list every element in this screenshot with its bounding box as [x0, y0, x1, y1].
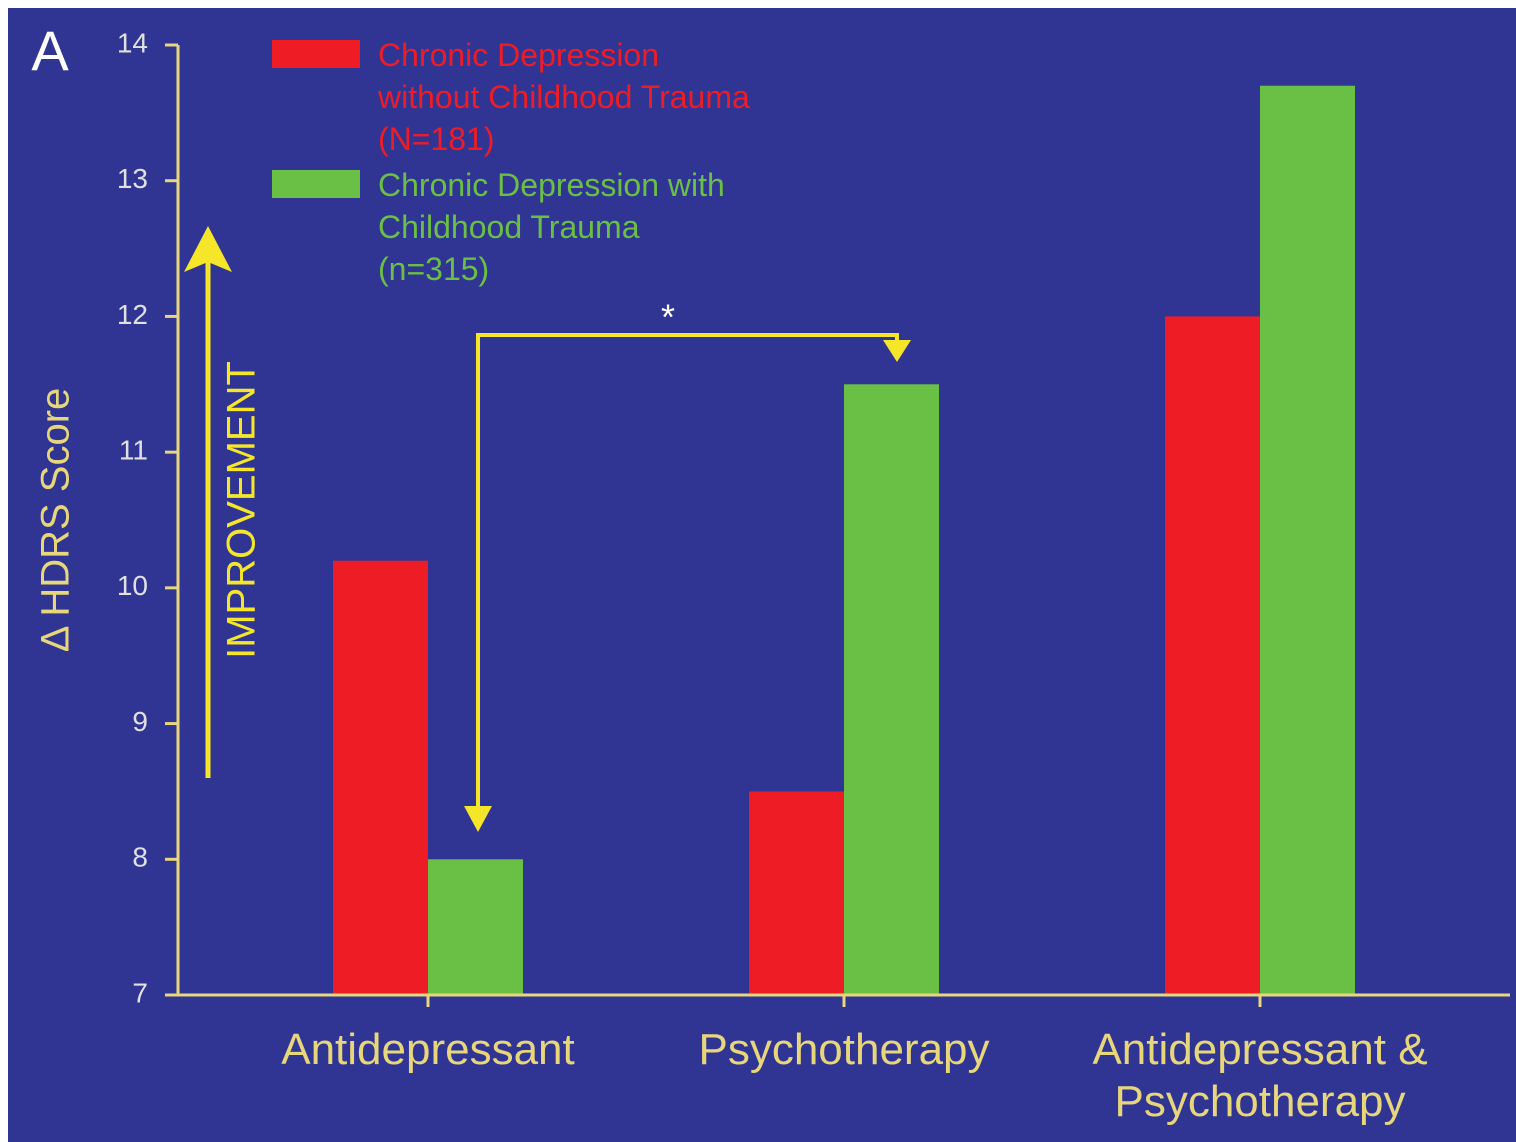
significance-star: *: [661, 297, 675, 338]
y-tick-label: 11: [119, 435, 148, 466]
y-tick-label: 10: [117, 570, 148, 601]
bar: [428, 859, 523, 995]
bar: [844, 384, 939, 995]
bar: [1260, 85, 1355, 995]
legend-swatch: [272, 170, 360, 198]
bar: [749, 791, 844, 995]
y-tick-label: 13: [117, 163, 148, 194]
x-tick-label: Antidepressant & Psychotherapy: [1092, 1025, 1428, 1126]
bar: [333, 560, 428, 995]
legend-swatch: [272, 40, 360, 68]
bracket-arrow: [464, 806, 492, 832]
panel-label: A: [31, 19, 69, 82]
bracket-arrow: [883, 340, 911, 362]
legend-label: Chronic Depression with Childhood Trauma…: [378, 167, 725, 287]
improvement-arrow-head: [184, 226, 232, 272]
x-tick-label: Antidepressant: [281, 1025, 575, 1074]
y-tick-label: 7: [132, 977, 148, 1008]
legend-label: Chronic Depression without Childhood Tra…: [378, 37, 750, 157]
y-axis-label: Δ HDRS Score: [34, 388, 78, 653]
y-tick-label: 8: [132, 842, 148, 873]
y-tick-label: 9: [132, 706, 148, 737]
improvement-label: IMPROVEMENT: [220, 361, 264, 659]
y-tick-label: 12: [117, 299, 148, 330]
y-tick-label: 14: [117, 27, 148, 58]
x-tick-label: Psychotherapy: [698, 1025, 990, 1074]
bar: [1165, 316, 1260, 995]
